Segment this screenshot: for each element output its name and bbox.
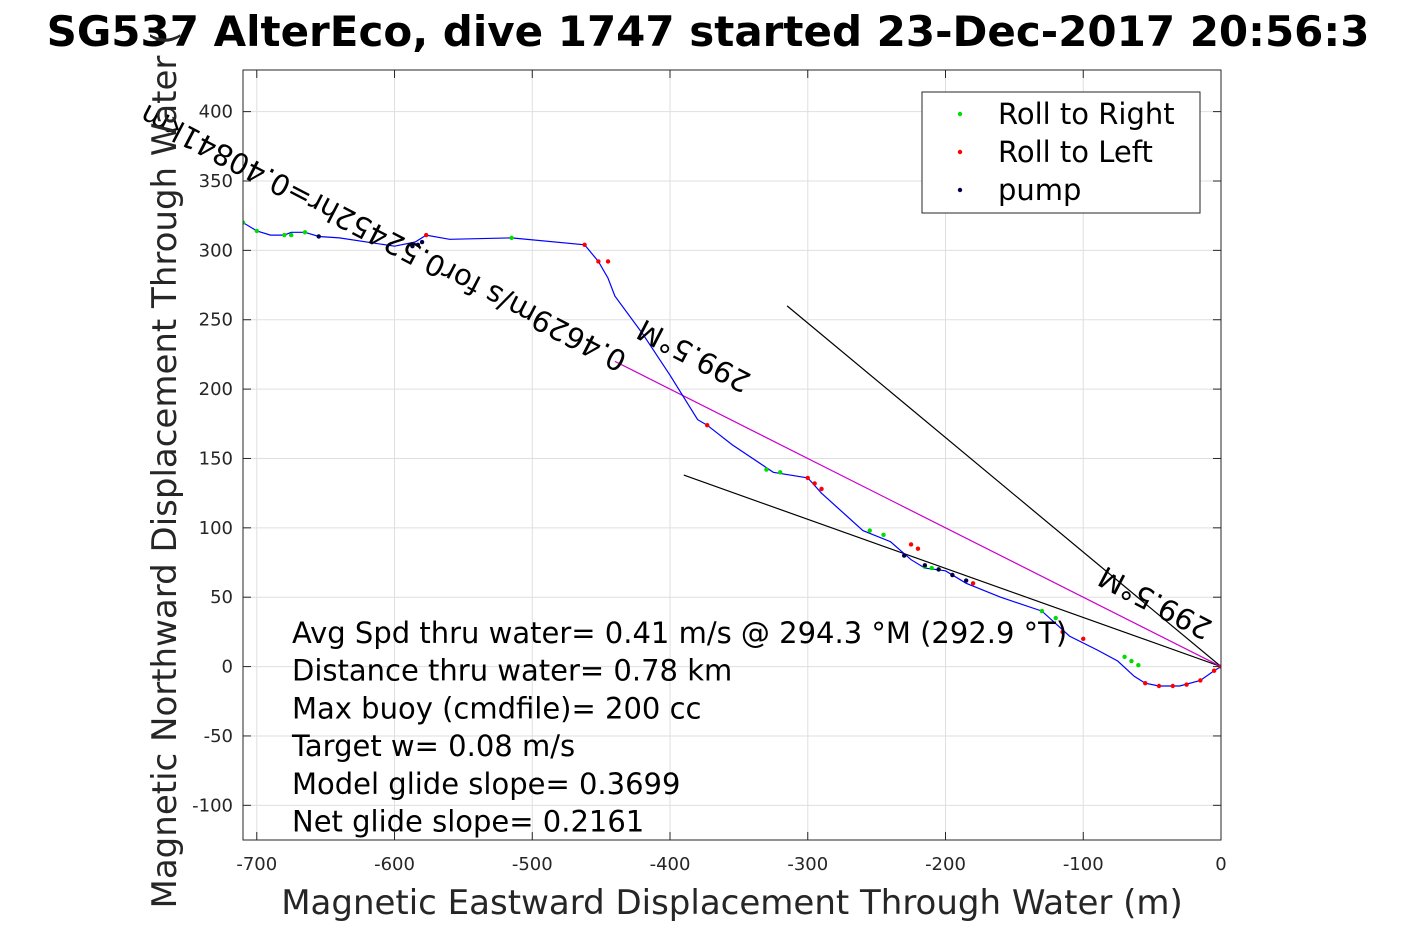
heading-reference-line xyxy=(614,360,1221,668)
marker-left xyxy=(819,486,824,492)
chart-title: SG537 AlterEco, dive 1747 started 23-Dec… xyxy=(47,7,1370,56)
stats-line: Model glide slope= 0.3699 xyxy=(292,767,680,801)
marker-pump xyxy=(950,572,955,578)
marker-left xyxy=(1218,664,1221,669)
marker-right xyxy=(1136,662,1141,668)
marker-right xyxy=(778,470,783,475)
marker-right xyxy=(1053,615,1058,621)
marker-left xyxy=(582,242,587,248)
marker-left xyxy=(605,259,611,264)
plot-frame xyxy=(242,69,1222,841)
marker-right xyxy=(929,565,934,571)
x-tick-label: -400 xyxy=(650,854,691,875)
y-tick-label: 0 xyxy=(222,657,233,678)
marker-right xyxy=(1039,608,1045,614)
y-tick-label: 350 xyxy=(199,171,233,192)
marker-right xyxy=(282,232,287,238)
y-tick-label: -100 xyxy=(192,795,233,816)
data-layer xyxy=(243,220,1221,689)
y-tick-label: 250 xyxy=(199,310,233,331)
marker-pump xyxy=(415,242,421,248)
marker-right xyxy=(254,228,259,234)
marker-pump xyxy=(901,553,907,558)
glide-reference-line xyxy=(683,474,1221,668)
x-tick-label: 0 xyxy=(1215,854,1226,875)
marker-right xyxy=(881,532,886,537)
marker-left xyxy=(908,542,914,547)
marker-right xyxy=(509,235,514,241)
marker-right xyxy=(1129,658,1134,664)
marker-right xyxy=(302,230,308,235)
y-tick-label: 200 xyxy=(199,379,233,400)
marker-pump xyxy=(410,243,415,249)
marker-pump xyxy=(419,239,425,245)
marker-left xyxy=(970,581,976,586)
marker-left xyxy=(1143,681,1148,686)
x-tick-label: -700 xyxy=(236,854,277,875)
marker-left xyxy=(1060,629,1065,635)
marker-left xyxy=(596,259,601,264)
marker-pump xyxy=(963,578,969,583)
marker-left xyxy=(1184,682,1189,687)
stats-line: Avg Spd thru water= 0.41 m/s @ 294.3 °M … xyxy=(292,616,1067,650)
marker-pump xyxy=(316,234,321,239)
marker-left xyxy=(915,546,921,551)
legend-marker xyxy=(957,149,963,155)
marker-right xyxy=(764,467,769,472)
marker-right xyxy=(243,220,246,225)
x-tick-label: -200 xyxy=(925,854,966,875)
y-tick-label: 50 xyxy=(210,587,233,608)
legend: Roll to Right Roll to Left pump xyxy=(921,91,1201,214)
marker-left xyxy=(424,232,429,238)
x-axis-label: Magnetic Eastward Displacement Through W… xyxy=(281,883,1183,923)
y-axis-label: Magnetic Northward Displacement Through … xyxy=(145,32,185,909)
stats-line: Target w= 0.08 m/s xyxy=(291,729,575,763)
marker-left xyxy=(812,481,817,486)
current-reference-line xyxy=(786,305,1221,668)
legend-box xyxy=(921,91,1201,214)
legend-marker xyxy=(957,187,963,193)
legend-label: pump xyxy=(998,173,1081,207)
y-tick-label: 300 xyxy=(199,240,233,261)
y-tick-label: -50 xyxy=(204,726,233,747)
stats-line: Max buoy (cmdfile)= 200 cc xyxy=(292,691,701,725)
marker-left xyxy=(1198,678,1203,683)
stats-annotations: Avg Spd thru water= 0.41 m/s @ 294.3 °M … xyxy=(291,616,1067,839)
y-tick-label: 100 xyxy=(199,518,233,539)
marker-left xyxy=(705,422,710,428)
marker-pump xyxy=(936,567,941,572)
marker-left xyxy=(1170,683,1175,689)
marker-left xyxy=(1156,683,1162,689)
marker-left xyxy=(1081,636,1086,642)
y-tick-label: 400 xyxy=(199,102,233,123)
track-line xyxy=(243,222,1221,687)
marker-left xyxy=(805,475,810,481)
marker-left xyxy=(1211,668,1217,673)
legend-label: Roll to Left xyxy=(998,135,1153,169)
marker-pump xyxy=(922,563,928,568)
axis-ticks: -700 -600 -500 -400 -300 -200 -100 0-100-500501… xyxy=(192,70,1227,875)
legend-marker xyxy=(957,111,963,117)
x-tick-label: -500 xyxy=(512,854,553,875)
stats-line: Distance thru water= 0.78 km xyxy=(292,654,732,688)
marker-right xyxy=(1122,654,1127,660)
y-tick-label: 150 xyxy=(199,448,233,469)
legend-label: Roll to Right xyxy=(998,97,1175,131)
stats-line: Net glide slope= 0.2161 xyxy=(292,805,644,839)
x-tick-label: -300 xyxy=(787,854,828,875)
x-tick-label: -600 xyxy=(374,854,415,875)
x-tick-label: -100 xyxy=(1063,854,1104,875)
marker-right xyxy=(867,528,872,533)
marker-right xyxy=(289,232,294,238)
